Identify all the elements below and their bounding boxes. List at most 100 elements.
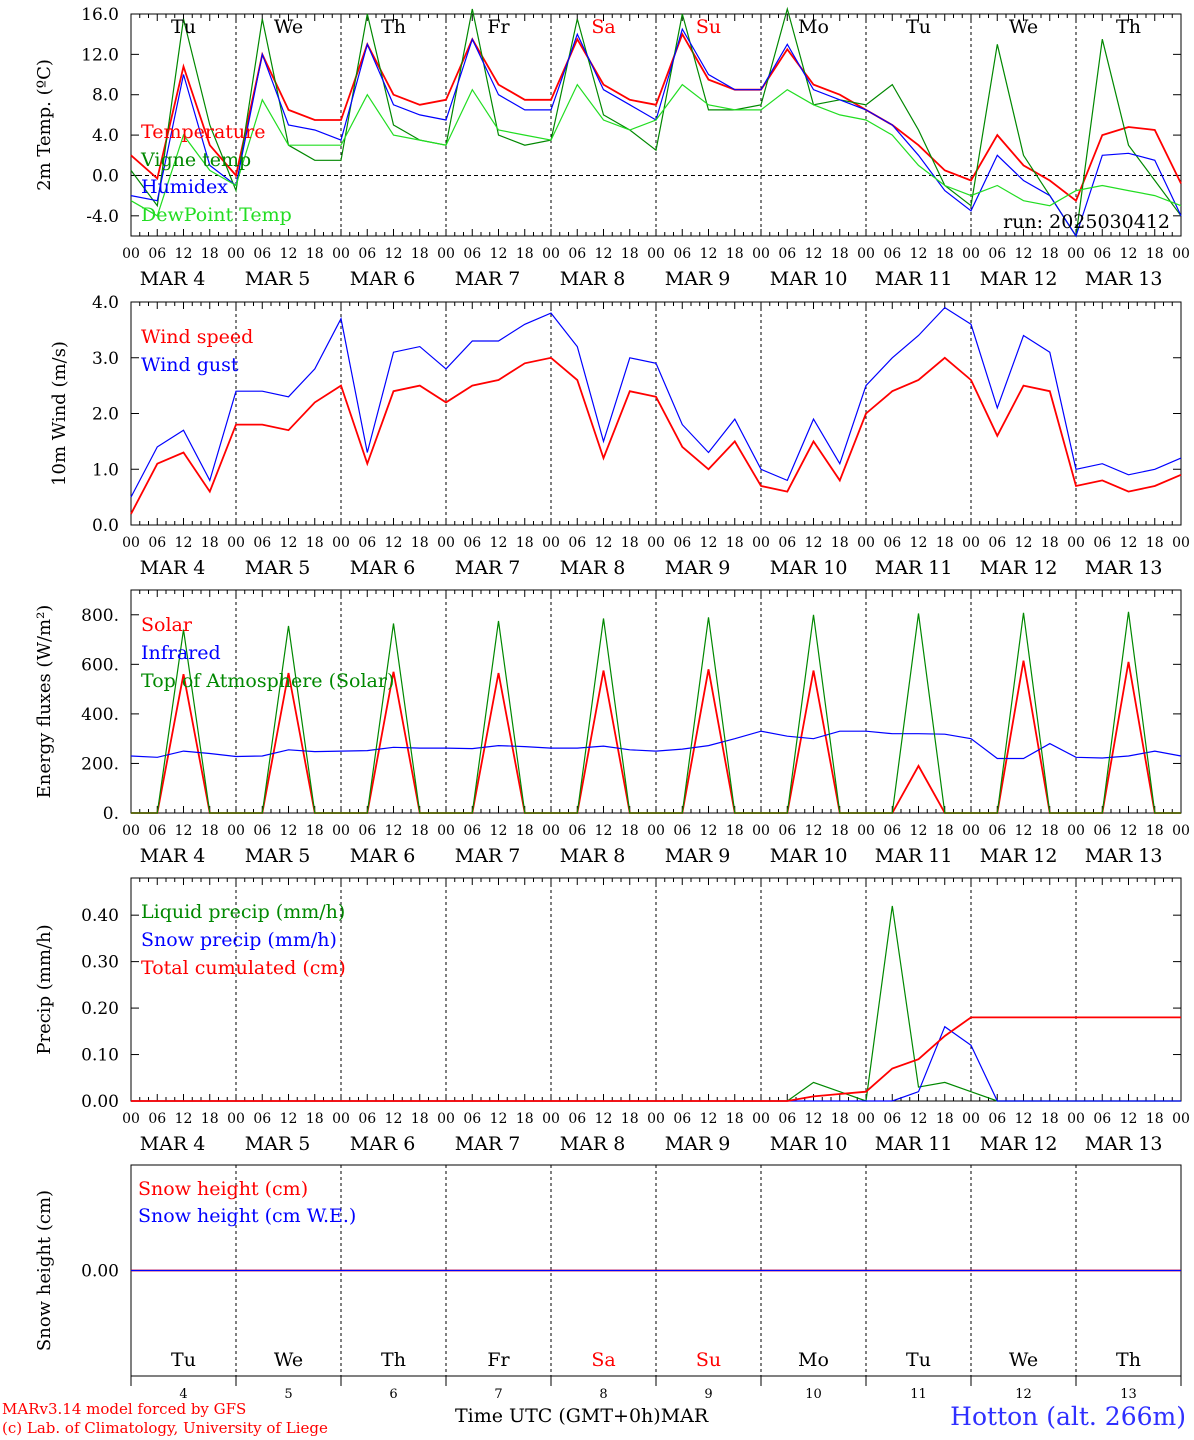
- x-hour-label: 00: [857, 823, 875, 839]
- day-name-label: Su: [696, 16, 721, 38]
- x-hour-label: 06: [1093, 1111, 1111, 1127]
- x-hour-label: 18: [726, 535, 744, 551]
- x-hour-label: 12: [490, 535, 508, 551]
- x-hour-label: 06: [988, 246, 1006, 262]
- x-hour-label: 12: [1120, 535, 1138, 551]
- x-hour-label: 00: [962, 823, 980, 839]
- x-hour-label: 12: [280, 1111, 298, 1127]
- x-hour-label: 00: [332, 246, 350, 262]
- date-number-label: 11: [910, 1387, 927, 1402]
- x-hour-label: 18: [306, 246, 324, 262]
- x-hour-label: 18: [1041, 535, 1059, 551]
- x-hour-label: 00: [542, 535, 560, 551]
- date-label: MAR 6: [350, 845, 416, 867]
- x-hour-label: 06: [463, 1111, 481, 1127]
- x-hour-label: 00: [542, 1111, 560, 1127]
- x-hour-label: 12: [910, 535, 928, 551]
- x-hour-label: 06: [148, 535, 166, 551]
- y-tick-label: 0.0: [92, 516, 119, 536]
- y-axis-label: 10m Wind (m/s): [49, 341, 70, 486]
- x-hour-label: 00: [962, 535, 980, 551]
- series-line-top-of-atmosphere-solar-: [131, 611, 1181, 814]
- x-hour-label: 06: [673, 823, 691, 839]
- date-label: MAR 13: [1085, 845, 1163, 867]
- x-hour-label: 00: [647, 823, 665, 839]
- date-number-label: 6: [389, 1387, 397, 1402]
- x-hour-label: 18: [411, 535, 429, 551]
- x-hour-label: 12: [910, 823, 928, 839]
- y-tick-label: 0.40: [81, 906, 119, 926]
- date-label: MAR 4: [140, 1133, 206, 1155]
- x-hour-label: 00: [1067, 246, 1085, 262]
- x-hour-label: 18: [201, 246, 219, 262]
- day-name-label: Mo: [798, 16, 829, 38]
- day-name-label: Th: [1116, 16, 1141, 38]
- x-hour-label: 06: [568, 1111, 586, 1127]
- day-name-label: Sa: [591, 1349, 615, 1371]
- x-hour-label: 06: [1093, 823, 1111, 839]
- x-hour-label: 00: [962, 1111, 980, 1127]
- y-tick-label: 600.: [81, 655, 119, 675]
- day-name-label: Mo: [798, 1349, 829, 1371]
- x-hour-label: 06: [568, 535, 586, 551]
- x-hour-label: 18: [306, 1111, 324, 1127]
- x-hour-label: 00: [857, 1111, 875, 1127]
- x-hour-label: 00: [227, 823, 245, 839]
- day-name-label: Tu: [906, 16, 931, 38]
- x-hour-label: 18: [726, 246, 744, 262]
- x-hour-label: 18: [936, 535, 954, 551]
- x-hour-label: 12: [805, 535, 823, 551]
- x-hour-label: 18: [201, 1111, 219, 1127]
- x-hour-label: 06: [463, 535, 481, 551]
- legend-entry: Vigne temp: [140, 149, 251, 171]
- y-axis-label: Energy fluxes (W/m²): [34, 605, 55, 799]
- x-hour-label: 12: [1120, 1111, 1138, 1127]
- date-label: MAR 5: [245, 557, 311, 579]
- x-hour-label: 18: [201, 823, 219, 839]
- series-line-wind-gust: [130, 306, 1182, 498]
- day-name-label: Fr: [487, 16, 510, 38]
- date-label: MAR 11: [875, 1133, 953, 1155]
- series-line-dewpoint-temp: [130, 83, 1182, 217]
- date-label: MAR 13: [1085, 557, 1163, 579]
- x-hour-label: 18: [936, 1111, 954, 1127]
- date-label: MAR 9: [665, 268, 731, 290]
- x-hour-label: 18: [936, 246, 954, 262]
- y-tick-label: 0.0: [92, 166, 119, 186]
- date-label: MAR 8: [560, 268, 626, 290]
- x-hour-label: 12: [700, 1111, 718, 1127]
- x-hour-label: 12: [805, 823, 823, 839]
- x-hour-label: 00: [542, 246, 560, 262]
- x-hour-label: 18: [831, 535, 849, 551]
- x-hour-label: 00: [647, 1111, 665, 1127]
- date-label: MAR 4: [140, 268, 206, 290]
- date-number-label: 8: [599, 1387, 607, 1402]
- y-tick-label: 12.0: [81, 45, 119, 65]
- date-number-label: 7: [494, 1387, 502, 1402]
- x-hour-label: 12: [910, 1111, 928, 1127]
- x-hour-label: 00: [122, 535, 140, 551]
- x-hour-label: 18: [1041, 823, 1059, 839]
- x-hour-label: 00: [857, 246, 875, 262]
- day-name-label: Th: [1116, 1349, 1141, 1371]
- x-hour-label: 06: [673, 535, 691, 551]
- x-hour-label: 00: [227, 535, 245, 551]
- date-label: MAR 8: [560, 557, 626, 579]
- date-label: MAR 10: [770, 557, 848, 579]
- x-hour-label: 06: [358, 535, 376, 551]
- day-name-label: Fr: [487, 1349, 510, 1371]
- date-label: MAR 9: [665, 845, 731, 867]
- day-name-label: Su: [696, 1349, 721, 1371]
- y-tick-label: 2.0: [92, 405, 119, 425]
- x-hour-label: 06: [148, 246, 166, 262]
- y-axis-label: 2m Temp. (ºC): [34, 59, 55, 191]
- x-hour-label: 06: [148, 1111, 166, 1127]
- date-label: MAR 10: [770, 845, 848, 867]
- y-axis-label: Precip (mm/h): [34, 924, 55, 1054]
- x-hour-label: 06: [253, 1111, 271, 1127]
- x-hour-label: 18: [831, 1111, 849, 1127]
- x-hour-label: 00: [437, 823, 455, 839]
- legend-entry: Snow height (cm): [138, 1178, 308, 1200]
- x-hour-label: 12: [1015, 535, 1033, 551]
- x-hour-label: 00: [122, 1111, 140, 1127]
